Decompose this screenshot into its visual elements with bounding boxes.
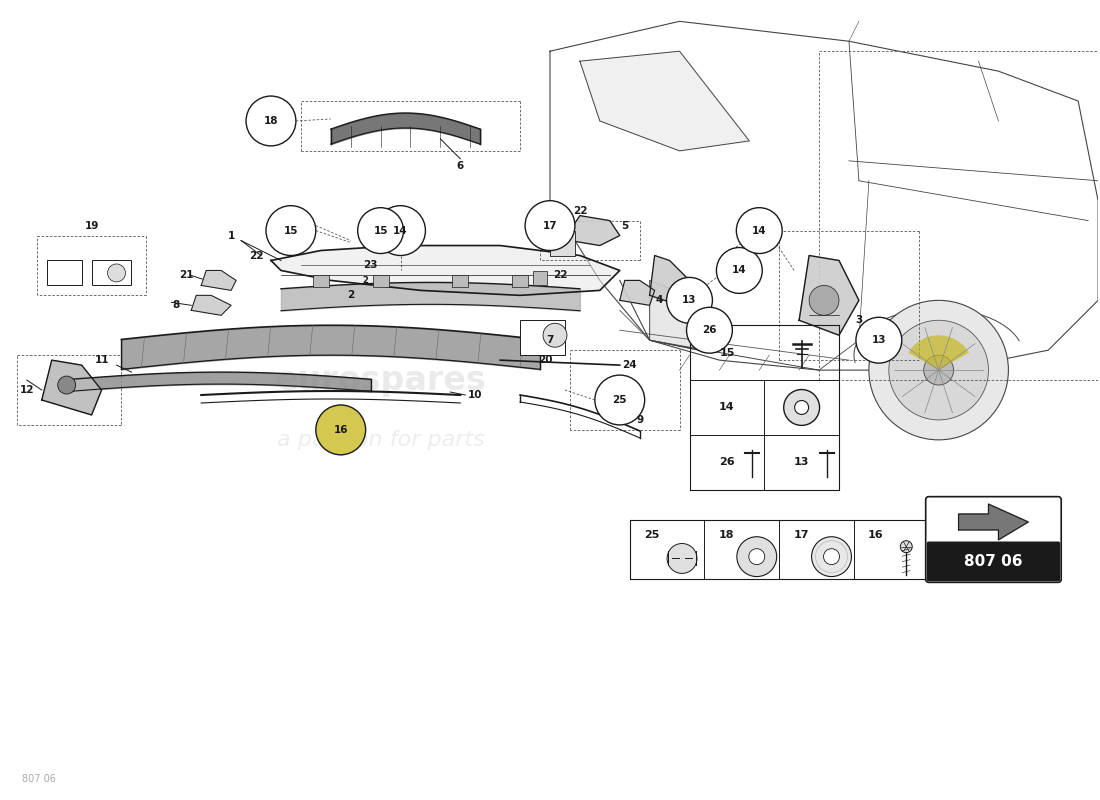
Circle shape: [810, 286, 839, 315]
Circle shape: [375, 206, 426, 255]
FancyBboxPatch shape: [926, 542, 1060, 582]
FancyBboxPatch shape: [312, 275, 329, 287]
FancyBboxPatch shape: [926, 497, 1062, 582]
Circle shape: [783, 390, 820, 426]
Text: 5: 5: [621, 221, 628, 230]
Circle shape: [246, 96, 296, 146]
Text: 3: 3: [856, 315, 862, 326]
Text: 14: 14: [732, 266, 747, 275]
Circle shape: [889, 320, 989, 420]
Polygon shape: [42, 360, 101, 415]
Text: eurospares: eurospares: [275, 363, 486, 397]
Polygon shape: [650, 281, 700, 350]
FancyBboxPatch shape: [373, 275, 388, 287]
Circle shape: [595, 375, 645, 425]
Text: 13: 13: [682, 295, 696, 306]
Text: 807 06: 807 06: [22, 774, 56, 784]
Text: 12: 12: [20, 385, 34, 395]
Circle shape: [266, 206, 316, 255]
Circle shape: [749, 549, 764, 565]
Circle shape: [924, 355, 954, 385]
Text: 11: 11: [95, 355, 109, 365]
Text: 14: 14: [393, 226, 408, 235]
Circle shape: [869, 300, 1009, 440]
Circle shape: [737, 537, 777, 577]
Text: 22: 22: [249, 250, 263, 261]
Circle shape: [525, 201, 575, 250]
Text: 20: 20: [538, 355, 552, 365]
Text: 13: 13: [794, 458, 810, 467]
Text: 22: 22: [573, 206, 587, 216]
Text: 6: 6: [456, 161, 464, 171]
FancyBboxPatch shape: [550, 230, 575, 255]
FancyBboxPatch shape: [520, 320, 565, 355]
Circle shape: [667, 543, 697, 574]
Text: 16: 16: [333, 425, 348, 435]
Text: 15: 15: [284, 226, 298, 235]
Wedge shape: [909, 335, 969, 370]
FancyBboxPatch shape: [47, 261, 81, 286]
Circle shape: [358, 208, 404, 254]
Circle shape: [667, 278, 713, 323]
Polygon shape: [650, 255, 690, 306]
FancyBboxPatch shape: [452, 275, 469, 287]
Text: 8: 8: [173, 300, 180, 310]
Circle shape: [736, 208, 782, 254]
Text: 23: 23: [363, 261, 378, 270]
Text: 24: 24: [623, 360, 637, 370]
Text: 25: 25: [613, 395, 627, 405]
Text: 16: 16: [868, 530, 883, 539]
Circle shape: [316, 405, 365, 455]
Circle shape: [108, 264, 125, 282]
Polygon shape: [619, 281, 654, 306]
Polygon shape: [799, 255, 859, 335]
Text: 17: 17: [542, 221, 558, 230]
Text: 10: 10: [468, 390, 483, 400]
Text: 1: 1: [228, 230, 234, 241]
Text: a passion for parts: a passion for parts: [277, 430, 484, 450]
Text: 4: 4: [656, 295, 663, 306]
Text: 15: 15: [373, 226, 388, 235]
Text: 18: 18: [718, 530, 734, 539]
Text: 2: 2: [348, 290, 354, 300]
Circle shape: [824, 549, 839, 565]
Circle shape: [794, 401, 808, 414]
Text: 807 06: 807 06: [965, 554, 1023, 570]
Circle shape: [900, 541, 912, 553]
Text: 9: 9: [636, 415, 644, 425]
Text: 14: 14: [752, 226, 767, 235]
Circle shape: [716, 247, 762, 294]
Text: 17: 17: [793, 530, 808, 539]
Circle shape: [856, 318, 902, 363]
Text: 15: 15: [719, 348, 735, 358]
Text: 19: 19: [85, 221, 99, 230]
Text: 14: 14: [719, 402, 735, 413]
Polygon shape: [958, 504, 1028, 540]
Text: 25: 25: [644, 530, 659, 539]
Polygon shape: [191, 295, 231, 315]
FancyBboxPatch shape: [513, 275, 528, 287]
Text: 13: 13: [871, 335, 887, 346]
Circle shape: [812, 537, 851, 577]
FancyBboxPatch shape: [534, 271, 547, 286]
Polygon shape: [201, 270, 236, 290]
Circle shape: [543, 323, 566, 347]
Text: 7: 7: [547, 335, 553, 346]
Polygon shape: [570, 216, 619, 246]
Polygon shape: [580, 51, 749, 151]
Polygon shape: [271, 246, 619, 295]
Text: 26: 26: [719, 458, 735, 467]
Circle shape: [57, 376, 76, 394]
Text: 26: 26: [702, 326, 717, 335]
Text: 21: 21: [179, 270, 194, 281]
Text: 22: 22: [552, 270, 568, 281]
Text: 18: 18: [264, 116, 278, 126]
Circle shape: [686, 307, 733, 353]
Text: 2: 2: [363, 276, 368, 285]
FancyBboxPatch shape: [91, 261, 132, 286]
